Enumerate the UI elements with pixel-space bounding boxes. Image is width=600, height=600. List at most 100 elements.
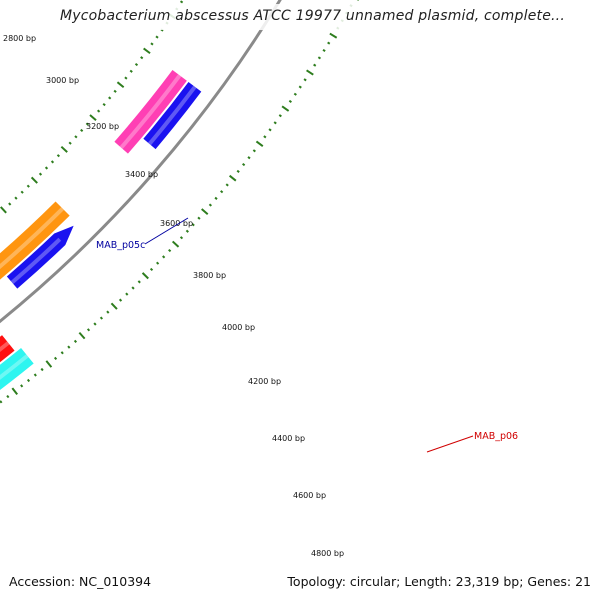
outer-tick: [293, 92, 297, 96]
inner-tick: [44, 166, 49, 170]
inner-tick: [68, 141, 72, 145]
inner-tick: [155, 35, 159, 39]
scale-label: 4200 bp: [248, 377, 281, 386]
scale-label: 3400 bp: [125, 170, 158, 179]
inner-tick: [89, 114, 97, 121]
outer-tick: [137, 280, 141, 284]
gene-label-mab-p06[interactable]: MAB_p06: [474, 431, 518, 442]
outer-tick: [317, 56, 322, 60]
inner-tick: [124, 76, 128, 80]
inner-tick: [179, 0, 184, 4]
outer-tick: [162, 255, 166, 259]
inner-tick: [56, 154, 61, 158]
outer-tick: [60, 351, 64, 355]
gene-arc-orange-highlight: [0, 207, 65, 270]
outer-tick: [255, 140, 264, 148]
gene-arc-pink[interactable]: [114, 70, 187, 154]
inner-tick: [60, 145, 68, 153]
outer-tick: [208, 203, 212, 207]
outer-tick: [278, 114, 282, 118]
gene-labels: MAB_p05c MAB_p06: [96, 217, 518, 453]
outer-tick: [53, 356, 58, 361]
outer-tick: [40, 367, 44, 372]
inner-tick: [85, 122, 89, 126]
gene-arc-mab-p06[interactable]: [0, 335, 15, 484]
outer-tick: [225, 183, 229, 187]
inner-tick: [134, 62, 139, 67]
scale-label: 3800 bp: [193, 271, 226, 280]
inner-tick: [97, 109, 101, 113]
outer-tick: [78, 331, 86, 340]
inner-tick: [74, 135, 78, 139]
outer-tick: [73, 339, 78, 343]
inner-tick: [129, 69, 133, 73]
scale-label: 3600 bp: [160, 219, 193, 228]
gene-arc-blue-top-highlight: [147, 85, 197, 146]
outer-tick: [185, 229, 189, 233]
gene-arc-blue-top[interactable]: [143, 82, 202, 150]
outer-tick: [288, 99, 292, 103]
outer-tick: [197, 216, 201, 220]
inner-tick: [38, 172, 43, 176]
gene-arc-pink-highlight: [119, 74, 182, 149]
outer-tick: [171, 240, 180, 248]
inner-tick: [20, 190, 24, 194]
inner-tick: [108, 96, 112, 100]
outer-tick: [106, 310, 110, 314]
inner-tick: [116, 81, 125, 89]
outer-tick: [0, 400, 3, 404]
gene-arc-mab-p05c[interactable]: [6, 225, 74, 289]
scale-label: 3000 bp: [46, 76, 79, 85]
outer-tick: [156, 261, 160, 265]
outer-tick: [303, 78, 307, 82]
outer-tick: [125, 292, 129, 296]
outer-tick: [281, 105, 290, 112]
scale-labels: 2800 bp 3000 bp 3200 bp 3400 bp 3600 bp 3800 …: [3, 34, 344, 558]
gene-label-mab-p05c[interactable]: MAB_p05c: [96, 240, 145, 251]
outer-tick: [228, 174, 237, 182]
outer-tick: [268, 128, 272, 132]
outer-tick: [252, 149, 256, 153]
outer-tick: [179, 236, 184, 240]
scale-ticks: [0, 0, 359, 404]
outer-tick: [67, 345, 71, 349]
inner-tick: [113, 89, 117, 93]
backbone-circle: [0, 0, 282, 324]
scale-label: 3200 bp: [86, 122, 119, 131]
outer-tick: [11, 387, 19, 396]
outer-tick: [201, 208, 209, 216]
outer-tick: [110, 302, 118, 310]
gene-label-mab-p06-leader: [426, 435, 474, 453]
outer-tick: [45, 360, 53, 368]
map-title: Mycobacterium abscessus ATCC 19977 unnam…: [60, 8, 565, 24]
scale-label: 4600 bp: [293, 491, 326, 500]
outer-tick: [33, 373, 37, 377]
gene-tracks: [0, 70, 202, 503]
scale-label: 4000 bp: [222, 323, 255, 332]
outer-tick: [306, 69, 314, 76]
scale-label: 4400 bp: [272, 434, 305, 443]
outer-tick: [20, 384, 24, 388]
outer-tick: [313, 63, 317, 67]
outer-tick: [191, 223, 195, 227]
scale-label: 2800 bp: [3, 34, 36, 43]
inner-tick: [140, 56, 144, 60]
gene-arc-mab-p05c-highlight: [10, 237, 62, 285]
gene-arc-orange[interactable]: [0, 201, 70, 280]
outer-tick: [247, 156, 251, 160]
outer-tick: [327, 41, 331, 45]
outer-tick: [149, 267, 154, 272]
outer-tick: [99, 316, 104, 320]
gene-label-mab-p05c-leader: [144, 217, 189, 245]
outer-tick: [118, 298, 123, 302]
outer-tick: [322, 48, 326, 52]
inner-tick: [26, 184, 30, 188]
inner-tick: [102, 102, 106, 107]
gene-arc-cyan[interactable]: [0, 347, 34, 503]
inner-tick: [150, 42, 154, 46]
gene-arc-cyan-highlight: [0, 354, 29, 380]
outer-tick: [329, 32, 338, 39]
accession-text: Accession: NC_010394: [9, 574, 152, 589]
title-background: [56, 4, 544, 30]
